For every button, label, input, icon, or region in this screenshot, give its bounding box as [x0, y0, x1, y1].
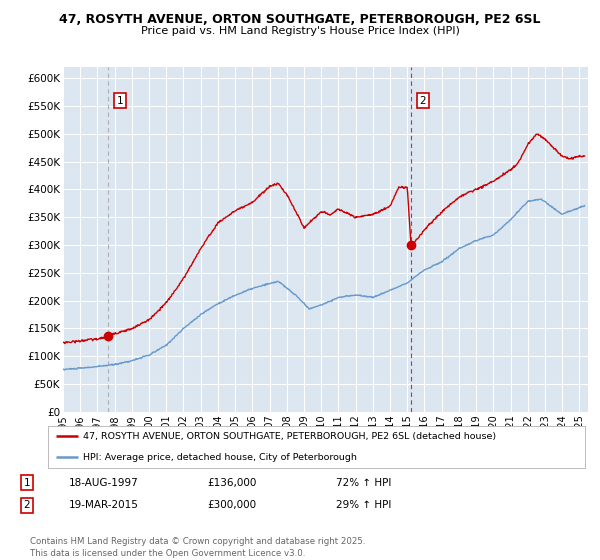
Text: 47, ROSYTH AVENUE, ORTON SOUTHGATE, PETERBOROUGH, PE2 6SL (detached house): 47, ROSYTH AVENUE, ORTON SOUTHGATE, PETE…	[83, 432, 496, 441]
Text: 72% ↑ HPI: 72% ↑ HPI	[336, 478, 391, 488]
Text: £300,000: £300,000	[207, 500, 256, 510]
Text: 18-AUG-1997: 18-AUG-1997	[69, 478, 139, 488]
Text: 47, ROSYTH AVENUE, ORTON SOUTHGATE, PETERBOROUGH, PE2 6SL: 47, ROSYTH AVENUE, ORTON SOUTHGATE, PETE…	[59, 13, 541, 26]
Text: £136,000: £136,000	[207, 478, 256, 488]
Text: 2: 2	[419, 96, 426, 105]
Text: Contains HM Land Registry data © Crown copyright and database right 2025.
This d: Contains HM Land Registry data © Crown c…	[30, 537, 365, 558]
Text: Price paid vs. HM Land Registry's House Price Index (HPI): Price paid vs. HM Land Registry's House …	[140, 26, 460, 36]
Text: 2: 2	[23, 500, 31, 510]
Text: HPI: Average price, detached house, City of Peterborough: HPI: Average price, detached house, City…	[83, 452, 357, 461]
Text: 1: 1	[117, 96, 124, 105]
Text: 29% ↑ HPI: 29% ↑ HPI	[336, 500, 391, 510]
Text: 1: 1	[23, 478, 31, 488]
Text: 19-MAR-2015: 19-MAR-2015	[69, 500, 139, 510]
